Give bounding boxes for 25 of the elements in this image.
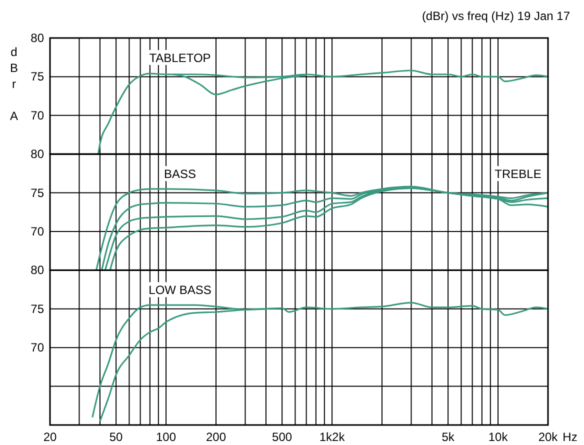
x-tick-label: 100: [156, 430, 176, 444]
y-tick-label: 75: [30, 70, 44, 84]
x-tick-label: 20: [43, 430, 57, 444]
y-tick-label: 75: [30, 302, 44, 316]
y-tick-label: 70: [30, 224, 44, 238]
x-tick-label: 10k: [488, 430, 509, 444]
y-tick-label: 70: [30, 340, 44, 355]
y-tick-label: 80: [30, 263, 44, 278]
annotation: TABLETOP: [149, 51, 211, 65]
y-tick-label: 80: [30, 31, 44, 45]
x-tick-label: 50: [109, 430, 124, 444]
annotation: LOW BASS: [148, 283, 212, 298]
annotation: TREBLE: [494, 167, 542, 182]
text: dBr A: [10, 45, 18, 123]
x-tick-label: 500: [272, 430, 292, 444]
y-tick-label: 75: [30, 186, 44, 200]
x-tick-label: 5k: [442, 430, 456, 444]
y-tick-label: 80: [30, 147, 44, 162]
x-tick-label: 20k: [538, 430, 559, 444]
y-tick-label: 70: [30, 108, 44, 122]
x-axis-title: Hz: [562, 430, 578, 444]
x-tick-label: 200: [206, 430, 226, 444]
x-tick-label: 1k2k: [319, 430, 346, 444]
annotation: BASS: [164, 167, 196, 182]
chart-title: (dBr) vs freq (Hz) 19 Jan 17: [422, 9, 570, 23]
